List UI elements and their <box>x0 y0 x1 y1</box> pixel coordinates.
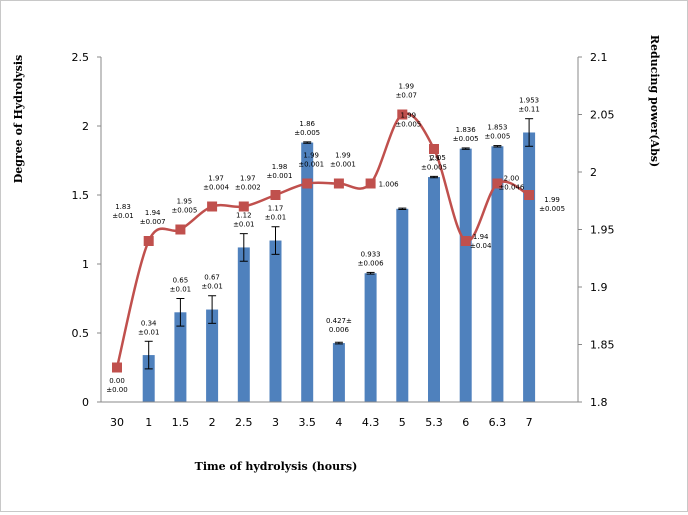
line-marker <box>270 190 281 200</box>
line-value-label: 1.99 ±0.001 <box>298 152 324 169</box>
line-marker <box>238 201 249 212</box>
bar-value-label: 1.99 ±0.005 <box>395 112 421 129</box>
bar-series <box>142 132 536 402</box>
bar-value-label: 1.9 ±0.005 <box>421 154 447 171</box>
line-value-labels: 1.83 ±0.01 1.94 ±0.007 1.95 ±0.005 1.97 ±0.004 1… <box>112 83 565 251</box>
bar-value-label: 1.953 ±0.11 <box>518 97 539 114</box>
error-bars <box>144 118 534 370</box>
bar <box>428 177 440 402</box>
x-tick-label: 5 <box>399 416 406 429</box>
line-marker <box>429 144 439 154</box>
line-value-label: 1.006 <box>379 181 400 189</box>
bar <box>206 309 219 402</box>
line-value-label: 2.00 ±0.046 <box>498 175 524 192</box>
right-tick-label: 1.8 <box>590 396 608 409</box>
bar <box>396 208 409 402</box>
x-tick-label: 6 <box>462 416 469 429</box>
bar-value-label: 1.17 ±0.01 <box>265 205 286 222</box>
line-value-label: 1.99 ±0.005 <box>539 196 565 213</box>
y-axis-title: Degree of Hydrolysis <box>12 55 25 184</box>
line-marker <box>207 201 218 212</box>
axes <box>97 56 582 403</box>
bar-value-label: 1.12 ±0.01 <box>233 212 254 229</box>
bar <box>364 273 377 402</box>
bar-value-label: 1.853 ±0.005 <box>484 124 510 141</box>
left-tick-label: 0.5 <box>72 327 90 340</box>
line-marker <box>302 178 313 189</box>
x-axis-title: Time of hydrolysis (hours) <box>195 460 358 473</box>
line-markers <box>112 109 535 373</box>
bar <box>491 146 504 402</box>
bar <box>142 355 155 402</box>
x-tick-label: 7 <box>526 416 533 429</box>
line-marker <box>333 178 344 189</box>
bar-value-label: 1.836 ±0.005 <box>453 126 479 143</box>
bar-value-label: 0.34 ±0.01 <box>138 319 159 336</box>
bar-value-label: 0.65 ±0.01 <box>170 277 191 294</box>
bar-value-label: 0.427± 0.006 <box>326 317 352 334</box>
line-value-label: 1.97 ±0.002 <box>235 175 261 192</box>
bar-value-label: 1.86 ±0.005 <box>294 120 320 137</box>
line-marker <box>492 178 503 189</box>
x-tick-label: 3.5 <box>298 416 316 429</box>
right-tick-label: 2 <box>590 166 597 179</box>
right-tick-labels: 1.8 1.85 1.9 1.95 2 2.05 2.1 <box>590 51 615 409</box>
line-value-label: 1.83 ±0.01 <box>112 203 133 220</box>
bar <box>459 148 472 402</box>
line-marker <box>460 236 471 246</box>
line-marker <box>524 190 535 200</box>
x-tick-label: 4.3 <box>362 416 380 429</box>
line-marker <box>112 362 122 373</box>
line-value-label: 1.99 ±0.001 <box>330 152 356 169</box>
bar <box>301 142 314 402</box>
x-tick-label: 1.5 <box>172 416 190 429</box>
x-tick-label: 30 <box>110 416 124 429</box>
bar-value-labels: 0.00 ±0.00 0.34 ±0.01 0.65 ±0.01 0.67 ±0.01 1.12… <box>106 97 540 394</box>
line-marker <box>175 224 186 235</box>
bar <box>269 240 282 402</box>
right-tick-label: 2.05 <box>590 109 615 122</box>
line-marker <box>397 109 408 120</box>
line-marker <box>365 178 376 189</box>
line-value-label: 2.05 <box>430 154 446 162</box>
bar-value-label: 0.00 ±0.00 <box>106 377 127 394</box>
bar-value-label: 0.933 ±0.006 <box>358 250 384 267</box>
x-tick-label: 2 <box>209 416 216 429</box>
x-tick-label: 4 <box>335 416 342 429</box>
x-tick-label: 5.3 <box>425 416 443 429</box>
left-tick-label: 1 <box>82 258 89 271</box>
right-tick-label: 1.85 <box>590 339 615 352</box>
x-tick-labels: 30 1 1.5 2 2.5 3 3.5 4 4.3 5 5.3 6 6.3 7 <box>110 416 533 429</box>
x-tick-label: 6.3 <box>489 416 507 429</box>
line-value-label: 1.98 ±0.001 <box>267 163 293 180</box>
left-tick-label: 2 <box>82 120 89 133</box>
right-tick-label: 1.95 <box>590 224 615 237</box>
line-value-label: 1.94 ±0.04 <box>470 233 492 250</box>
bar-value-label: 0.67 ±0.01 <box>201 274 222 291</box>
x-tick-label: 1 <box>145 416 152 429</box>
line-value-label: 1.99 ±0.07 <box>396 83 417 100</box>
left-tick-label: 2.5 <box>72 51 90 64</box>
line-value-label: 1.97 ±0.004 <box>203 175 229 192</box>
left-tick-label: 0 <box>82 396 89 409</box>
bar <box>332 343 345 402</box>
bar <box>237 247 250 402</box>
y2-axis-title: Reducing power(Abs) <box>648 35 661 167</box>
left-tick-labels: 0 0.5 1 1.5 2 2.5 <box>72 51 90 409</box>
x-tick-label: 3 <box>272 416 279 429</box>
right-tick-label: 1.9 <box>590 281 608 294</box>
right-tick-label: 2.1 <box>590 51 608 64</box>
bar <box>174 312 187 402</box>
line-marker <box>143 236 154 246</box>
line-value-label: 1.94 ±0.007 <box>140 209 166 226</box>
bar <box>523 132 536 402</box>
left-tick-label: 1.5 <box>72 189 90 202</box>
x-tick-label: 2.5 <box>235 416 253 429</box>
line-value-label: 1.95 ±0.005 <box>171 198 197 215</box>
